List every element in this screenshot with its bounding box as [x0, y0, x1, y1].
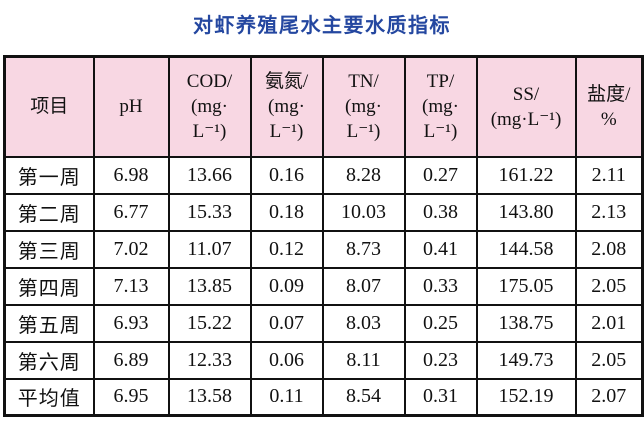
- cell-ammonia: 0.18: [249, 192, 324, 232]
- table-row-week5: 第五周 6.93 15.22 0.07 8.03 0.25 138.75 2.0…: [3, 303, 644, 343]
- row-label: 第二周: [3, 192, 95, 232]
- row-label: 第五周: [3, 303, 95, 343]
- table-row-week1: 第一周 6.98 13.66 0.16 8.28 0.27 161.22 2.1…: [3, 155, 644, 195]
- cell-cod: 15.33: [167, 192, 252, 232]
- cell-tp: 0.33: [403, 266, 478, 306]
- row-label: 第六周: [3, 340, 95, 380]
- row-label: 第一周: [3, 155, 95, 195]
- column-header-ph: pH: [92, 55, 170, 158]
- cell-tn: 10.03: [321, 192, 406, 232]
- cell-tp: 0.38: [403, 192, 478, 232]
- column-header-tp: TP/ (mg· L⁻¹): [403, 55, 478, 158]
- cell-ammonia: 0.16: [249, 155, 324, 195]
- cell-salinity: 2.05: [574, 266, 644, 306]
- cell-salinity: 2.01: [574, 303, 644, 343]
- cell-cod: 11.07: [167, 229, 252, 269]
- row-label: 第三周: [3, 229, 95, 269]
- cell-ss: 149.73: [475, 340, 577, 380]
- cell-ph: 6.93: [92, 303, 170, 343]
- cell-tp: 0.27: [403, 155, 478, 195]
- cell-tn: 8.03: [321, 303, 406, 343]
- column-header-item: 项目: [3, 55, 95, 158]
- cell-tn: 8.73: [321, 229, 406, 269]
- cell-ammonia: 0.12: [249, 229, 324, 269]
- cell-ph: 6.98: [92, 155, 170, 195]
- cell-tn: 8.07: [321, 266, 406, 306]
- cell-cod: 12.33: [167, 340, 252, 380]
- cell-ph: 7.02: [92, 229, 170, 269]
- column-header-ss: SS/ (mg·L⁻¹): [475, 55, 577, 158]
- row-label: 平均值: [3, 377, 95, 417]
- cell-ss: 144.58: [475, 229, 577, 269]
- water-quality-table: 项目 pH COD/ (mg· L⁻¹) 氨氮/ (mg· L⁻¹) TN/ (…: [3, 55, 644, 417]
- cell-tp: 0.41: [403, 229, 478, 269]
- column-header-cod: COD/ (mg· L⁻¹): [167, 55, 252, 158]
- cell-ss: 143.80: [475, 192, 577, 232]
- cell-tn: 8.28: [321, 155, 406, 195]
- cell-ss: 152.19: [475, 377, 577, 417]
- cell-ph: 6.77: [92, 192, 170, 232]
- table-row-week6: 第六周 6.89 12.33 0.06 8.11 0.23 149.73 2.0…: [3, 340, 644, 380]
- cell-salinity: 2.08: [574, 229, 644, 269]
- row-label: 第四周: [3, 266, 95, 306]
- cell-cod: 15.22: [167, 303, 252, 343]
- table-header-row: 项目 pH COD/ (mg· L⁻¹) 氨氮/ (mg· L⁻¹) TN/ (…: [3, 55, 644, 158]
- page-title: 对虾养殖尾水主要水质指标: [193, 15, 451, 37]
- cell-cod: 13.58: [167, 377, 252, 417]
- cell-cod: 13.85: [167, 266, 252, 306]
- cell-tp: 0.25: [403, 303, 478, 343]
- column-header-tn: TN/ (mg· L⁻¹): [321, 55, 406, 158]
- column-header-salinity: 盐度/ %: [574, 55, 644, 158]
- cell-salinity: 2.07: [574, 377, 644, 417]
- cell-ammonia: 0.11: [249, 377, 324, 417]
- cell-ammonia: 0.07: [249, 303, 324, 343]
- cell-salinity: 2.11: [574, 155, 644, 195]
- cell-ss: 175.05: [475, 266, 577, 306]
- cell-tp: 0.31: [403, 377, 478, 417]
- cell-salinity: 2.13: [574, 192, 644, 232]
- cell-ph: 6.95: [92, 377, 170, 417]
- cell-tn: 8.54: [321, 377, 406, 417]
- table-row-week4: 第四周 7.13 13.85 0.09 8.07 0.33 175.05 2.0…: [3, 266, 644, 306]
- cell-ph: 7.13: [92, 266, 170, 306]
- cell-cod: 13.66: [167, 155, 252, 195]
- cell-ss: 138.75: [475, 303, 577, 343]
- cell-ph: 6.89: [92, 340, 170, 380]
- cell-tn: 8.11: [321, 340, 406, 380]
- cell-ammonia: 0.06: [249, 340, 324, 380]
- cell-ss: 161.22: [475, 155, 577, 195]
- table-row-week3: 第三周 7.02 11.07 0.12 8.73 0.41 144.58 2.0…: [3, 229, 644, 269]
- table-row-week2: 第二周 6.77 15.33 0.18 10.03 0.38 143.80 2.…: [3, 192, 644, 232]
- cell-ammonia: 0.09: [249, 266, 324, 306]
- column-header-ammonia: 氨氮/ (mg· L⁻¹): [249, 55, 324, 158]
- table-row-average: 平均值 6.95 13.58 0.11 8.54 0.31 152.19 2.0…: [3, 377, 644, 417]
- cell-salinity: 2.05: [574, 340, 644, 380]
- cell-tp: 0.23: [403, 340, 478, 380]
